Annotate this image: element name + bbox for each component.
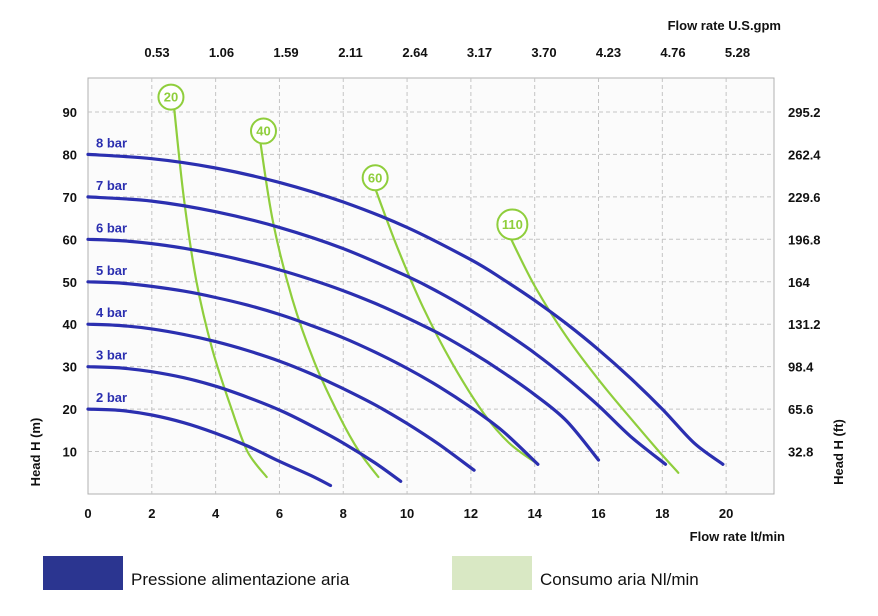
air-curve-110 xyxy=(508,234,680,474)
pressure-label-5-bar: 5 bar xyxy=(96,263,127,278)
y-left-tick: 50 xyxy=(63,275,77,290)
x-top-tick: 2.11 xyxy=(338,45,363,60)
x-top-tick: 3.17 xyxy=(467,45,492,60)
y-right-tick: 295.2 xyxy=(788,105,821,120)
x-bottom-tick: 2 xyxy=(148,506,155,521)
air-label-110: 110 xyxy=(502,217,523,232)
y-left-tick: 90 xyxy=(63,105,77,120)
x-bottom-tick: 20 xyxy=(719,506,733,521)
y-right-tick: 262.4 xyxy=(788,147,821,162)
x-top-axis-title: Flow rate U.S.gpm xyxy=(668,18,781,33)
x-top-tick: 5.28 xyxy=(725,45,750,60)
y-right-tick: 164 xyxy=(788,275,810,290)
pressure-label-7-bar: 7 bar xyxy=(96,178,127,193)
legend-air: Consumo aria Nl/min xyxy=(452,556,699,590)
y-left-tick-labels: 10 20 30 40 50 60 70 80 90 xyxy=(63,105,77,460)
y-right-tick: 98.4 xyxy=(788,360,814,375)
legend-air-swatch xyxy=(452,556,532,590)
x-bottom-tick: 18 xyxy=(655,506,669,521)
y-left-tick: 30 xyxy=(63,360,77,375)
pressure-label-6-bar: 6 bar xyxy=(96,220,127,235)
pressure-label-3-bar: 3 bar xyxy=(96,348,127,363)
air-label-circle-40 xyxy=(249,117,277,145)
y-right-tick: 32.8 xyxy=(788,445,813,460)
pressure-curve-7-bar xyxy=(86,195,668,466)
y-right-tick: 65.6 xyxy=(788,402,813,417)
x-bottom-tick-labels: 0 2 4 6 8 10 12 14 16 18 20 xyxy=(84,506,733,521)
air-consumption-labels: 20 40 60 110 xyxy=(157,83,529,241)
air-label-60: 60 xyxy=(368,170,382,185)
x-top-tick: 0.53 xyxy=(144,45,169,60)
pressure-curve-3-bar xyxy=(86,365,403,483)
x-top-tick: 4.76 xyxy=(660,45,685,60)
pressure-curve-2-bar xyxy=(86,407,333,488)
air-label-circle-20 xyxy=(157,83,185,111)
pressure-label-4-bar: 4 bar xyxy=(96,305,127,320)
y-left-tick: 20 xyxy=(63,402,77,417)
x-bottom-tick: 12 xyxy=(464,506,478,521)
pressure-curve-6-bar xyxy=(86,237,601,462)
pressure-curves xyxy=(86,152,725,488)
x-top-tick: 4.23 xyxy=(596,45,621,60)
y-right-tick: 229.6 xyxy=(788,190,821,205)
legend-pressure: Pressione alimentazione aria xyxy=(43,556,349,590)
y-left-tick: 70 xyxy=(63,190,77,205)
x-bottom-axis-title: Flow rate lt/min xyxy=(690,529,785,544)
legend-pressure-swatch xyxy=(43,556,123,590)
y-left-axis-title: Head H (m) xyxy=(28,418,43,487)
y-left-tick: 80 xyxy=(63,147,77,162)
x-top-tick: 1.59 xyxy=(273,45,298,60)
y-right-tick: 131.2 xyxy=(788,317,821,332)
x-top-tick-labels: 0.53 1.06 1.59 2.11 2.64 3.17 3.70 4.23 4.76 5.28 xyxy=(144,45,750,60)
x-top-tick: 3.70 xyxy=(531,45,556,60)
air-label-40: 40 xyxy=(256,124,270,139)
y-right-tick-labels: 32.8 65.6 98.4 131.2 164 196.8 229.6 262.4 295.2 xyxy=(788,105,821,460)
pressure-curve-8-bar xyxy=(86,152,725,466)
x-bottom-tick: 8 xyxy=(340,506,347,521)
air-curve-60 xyxy=(374,187,539,466)
pressure-labels: 2 bar 3 bar 4 bar 5 bar 6 bar 7 bar 8 bar xyxy=(96,135,127,405)
x-bottom-tick: 0 xyxy=(84,506,91,521)
air-label-circle-110 xyxy=(496,208,529,241)
y-left-tick: 40 xyxy=(63,317,77,332)
pressure-label-8-bar: 8 bar xyxy=(96,135,127,150)
y-left-tick: 60 xyxy=(63,232,77,247)
x-bottom-tick: 10 xyxy=(400,506,414,521)
x-bottom-tick: 14 xyxy=(527,506,542,521)
legend-pressure-label: Pressione alimentazione aria xyxy=(131,570,350,589)
pressure-label-2-bar: 2 bar xyxy=(96,390,127,405)
air-label-20: 20 xyxy=(164,90,178,105)
x-bottom-tick: 16 xyxy=(591,506,605,521)
y-left-tick: 10 xyxy=(63,445,77,460)
pressure-curve-4-bar xyxy=(86,322,476,472)
x-bottom-tick: 6 xyxy=(276,506,283,521)
legend-air-label: Consumo aria Nl/min xyxy=(540,570,699,589)
air-label-circle-60 xyxy=(361,164,389,192)
pressure-curve-5-bar xyxy=(86,280,540,466)
x-top-tick: 2.64 xyxy=(402,45,428,60)
x-bottom-tick: 4 xyxy=(212,506,220,521)
plot-area xyxy=(87,77,775,495)
x-top-tick: 1.06 xyxy=(209,45,234,60)
y-right-axis-title: Head H (ft) xyxy=(831,419,846,485)
y-right-tick: 196.8 xyxy=(788,232,821,247)
